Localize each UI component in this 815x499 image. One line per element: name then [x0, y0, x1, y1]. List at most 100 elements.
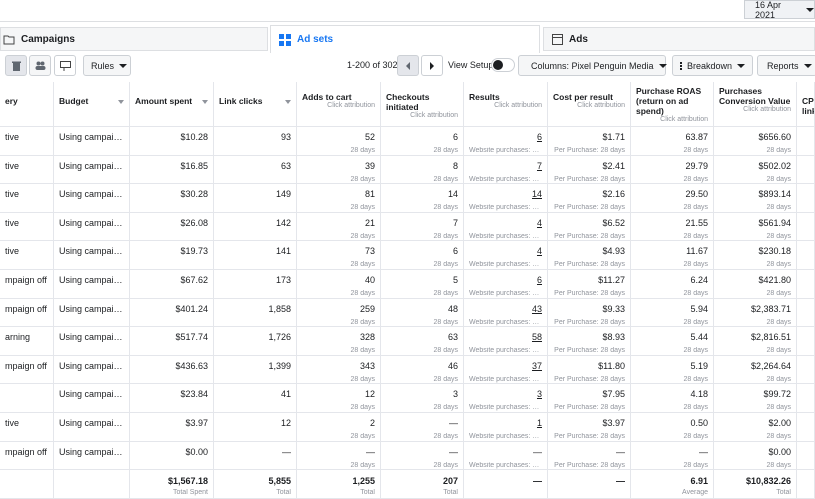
column-header[interactable]: Link clicks	[214, 82, 297, 126]
ad-sets-table: ery Budget Amount spent Link clicks Adds to …	[0, 82, 815, 499]
table-cell: 63 28 days	[381, 327, 464, 355]
cell-sub: Website purchases: 28 days	[469, 375, 542, 383]
cell-value: $561.94	[758, 217, 791, 228]
column-label: ery	[5, 96, 18, 106]
table-cell: Using campaign budget	[54, 127, 130, 155]
totals-cell: —	[464, 470, 548, 499]
grid-icon	[279, 33, 291, 46]
folder-icon	[3, 35, 15, 44]
cell-sub: 28 days	[433, 147, 458, 154]
cell-value: 259	[359, 303, 375, 314]
cell-value: $10.28	[180, 132, 208, 142]
table-cell: tive	[0, 184, 54, 212]
reports-button[interactable]: Reports	[757, 55, 815, 76]
cell-value: Using campaign budget	[59, 303, 124, 314]
cell-sub: 28 days	[766, 147, 791, 154]
view-setup-toggle[interactable]	[491, 58, 515, 72]
tab-campaigns[interactable]: Campaigns	[0, 27, 268, 51]
cell-value: —	[449, 446, 458, 457]
total-label: Total	[276, 489, 291, 497]
column-label: Results	[469, 92, 500, 102]
column-header[interactable]: Purchases Conversion Value Click attribut…	[714, 82, 797, 126]
cell-sub: 28 days	[350, 432, 375, 440]
duplicate-button[interactable]	[29, 55, 51, 76]
cell-value: 73	[364, 246, 375, 257]
column-header[interactable]: Amount spent	[130, 82, 214, 126]
table-cell: — 28 days	[297, 441, 381, 470]
cell-sub: 28 days	[683, 289, 708, 297]
delete-button[interactable]	[5, 55, 27, 76]
column-header[interactable]: Budget	[54, 82, 130, 126]
table-cell: Using campaign budget	[54, 184, 130, 212]
column-header[interactable]: Cost per result Click attribution	[548, 82, 631, 126]
table-cell: $230.18 28 days	[714, 241, 797, 269]
table-cell: — Website purchases: 28 days	[464, 441, 548, 470]
cell-sub: 28 days	[350, 204, 375, 212]
cell-value: 4	[536, 246, 542, 257]
column-header[interactable]: Results Click attribution	[464, 82, 548, 126]
cell-value: 63.87	[685, 132, 708, 142]
table-cell: Using campaign budget	[54, 384, 130, 412]
columns-button[interactable]: Columns: Pixel Penguin Media	[518, 55, 667, 76]
table-cell: 1,399	[214, 355, 297, 384]
cell-value: —	[616, 446, 625, 457]
table-cell: $11.80 Per Purchase: 28 days	[548, 355, 631, 384]
cell-value: 7	[536, 160, 542, 171]
totals-cell: $1,567.18 Total Spent	[130, 470, 214, 499]
prev-page[interactable]	[397, 55, 419, 76]
cell-value: $3.97	[185, 417, 208, 428]
table-cell: $23.84	[130, 384, 214, 412]
column-header[interactable]: CP link	[797, 82, 815, 126]
table-cell: 141	[214, 241, 297, 269]
cell-value: mpaign off	[5, 446, 47, 457]
table-cell: 2 28 days	[297, 412, 381, 441]
preview-icon	[59, 60, 71, 71]
table-cell: 46 28 days	[381, 355, 464, 384]
column-header[interactable]: Adds to cart Click attribution	[297, 82, 381, 126]
rules-button[interactable]: Rules	[83, 55, 131, 76]
cell-value: 93	[280, 132, 291, 142]
trash-icon	[11, 61, 21, 71]
breakdown-button[interactable]: Breakdown	[672, 55, 753, 76]
tab-ads[interactable]: Ads	[543, 27, 815, 51]
cell-sub: Website purchases: 28 days	[469, 461, 542, 469]
tab-ad-sets[interactable]: Ad sets	[270, 25, 540, 53]
column-header[interactable]: ery	[0, 82, 54, 126]
cell-value: 6	[452, 132, 458, 142]
cell-value: tive	[5, 246, 20, 257]
cell-sub: Website purchases: 28 days	[469, 204, 542, 212]
cell-value: 328	[359, 332, 375, 343]
cell-value: —	[449, 417, 458, 428]
view-setup-label: View Setup	[448, 60, 494, 70]
cell-value: 52	[364, 132, 375, 142]
cell-sub: 28 days	[433, 432, 458, 440]
table-cell: 328 28 days	[297, 327, 381, 355]
cell-value: 1,399	[268, 360, 291, 371]
next-page[interactable]	[421, 55, 443, 76]
table-cell: 52 28 days	[297, 127, 381, 155]
cell-sub: 28 days	[683, 404, 708, 412]
table-cell: 63.87 28 days	[631, 127, 714, 155]
top-bar	[0, 0, 815, 22]
cell-sub: 28 days	[766, 232, 791, 240]
table-cell: mpaign off	[0, 269, 54, 298]
table-cell: —	[214, 441, 297, 470]
cell-value: tive	[5, 189, 20, 200]
cell-value: $67.62	[180, 274, 208, 285]
cell-value: 81	[364, 189, 375, 200]
total-label: Average	[682, 489, 708, 497]
cell-sub: Website purchases: 28 days	[469, 432, 542, 440]
cell-value: 5.44	[690, 332, 708, 343]
cell-value: Using campaign budget	[59, 246, 124, 257]
cell-sub: Per Purchase: 28 days	[554, 318, 625, 326]
preview-button[interactable]	[54, 55, 76, 76]
table-cell: 173	[214, 269, 297, 298]
table-cell: 343 28 days	[297, 355, 381, 384]
column-header[interactable]: Checkouts initiated Click attribution	[381, 82, 464, 126]
table-cell: arning	[0, 327, 54, 355]
total-value: $1,567.18	[167, 476, 208, 487]
table-cell: $6.52 Per Purchase: 28 days	[548, 212, 631, 241]
column-header[interactable]: Purchase ROAS (return on ad spend) Click …	[631, 82, 714, 126]
date-picker[interactable]: 16 Apr 2021	[744, 0, 815, 20]
table-cell: 3 Website purchases: 28 days	[464, 384, 548, 412]
